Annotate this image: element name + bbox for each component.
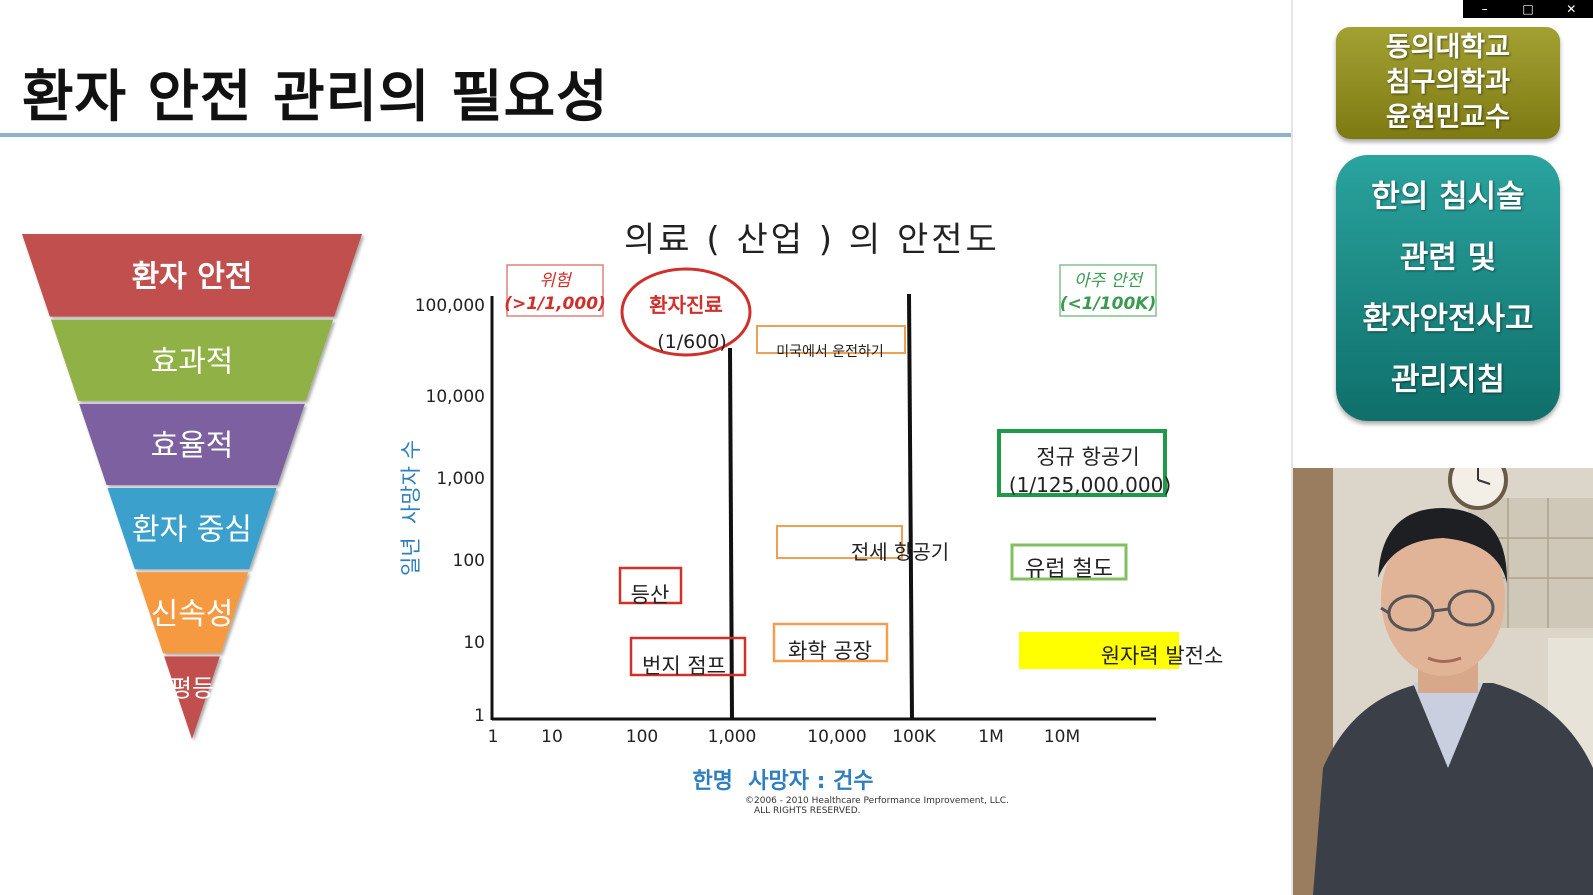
scheduled-airline-box [997,429,1167,497]
funnel-label: 환자 안전 [132,259,253,294]
funnel-label: 환자 중심 [132,513,252,548]
topic-line: 환자안전사고 [1362,301,1534,337]
danger-zone-range: (>1/1,000) [504,294,606,314]
safety-chart: 100,000 10,000 1,000 100 10 1 1 10 100 1… [399,264,1224,816]
funnel-layer [135,572,249,654]
x-tick: 1,000 [708,727,757,747]
funnel-layer [164,656,220,739]
x-tick: 10,000 [807,727,866,747]
y-tick: 10,000 [426,387,485,407]
danger-zone-title: 위험 [539,271,573,291]
x-axis-label: 한명 사망자 : 건수 [692,769,873,794]
safe-zone-box [1059,264,1157,317]
funnel-label: 평등 [170,674,214,702]
y-tick: 100 [453,551,485,571]
danger-zone-box [506,264,604,317]
minimize-icon[interactable]: – [1481,2,1488,16]
us-driving-box [756,325,906,354]
bungee-label: 번지 점프 [642,654,726,678]
title-divider [0,133,1293,137]
patient-care-rate: (1/600) [657,331,727,353]
maximize-icon[interactable]: □ [1522,2,1534,16]
funnel-label: 신속성 [151,597,234,632]
funnel-layer [107,488,277,570]
topic-line: 관리지침 [1390,362,1506,398]
bungee-box [629,636,747,677]
y-axis-label: 일년 사망자 수 [399,440,423,576]
y-tick: 100,000 [415,296,485,316]
x-tick: 1M [978,727,1003,747]
wall-clock-icon [1448,468,1508,510]
chemical-plant-label: 화학 공장 [788,639,872,663]
panel-divider [1291,0,1293,895]
topic-line: 한의 침시술 [1371,179,1525,215]
x-tick: 100K [892,727,936,747]
badge-line: 동의대학교 [1385,32,1511,63]
scheduled-airline-label: 정규 항공기 [1036,445,1139,469]
close-icon[interactable]: ✕ [1566,2,1577,16]
y-tick: 10 [463,633,485,653]
charter-airline-box [776,525,903,559]
x-tick: 100 [626,727,658,747]
hiking-label: 등산 [631,583,670,607]
x-tick: 1 [488,727,499,747]
topic-line: 관련 및 [1399,240,1497,276]
safe-zone-range: (<1/100K) [1060,294,1156,314]
professor-badge: 동의대학교 침구의학과 윤현민교수 [1336,27,1560,139]
badge-line: 침구의학과 [1385,67,1511,98]
scheduled-airline-rate: (1/125,000,000) [1009,473,1171,497]
nuclear-plant-fill [1019,632,1179,669]
badge-line: 윤현민교수 [1385,102,1511,133]
funnel-layer [79,403,305,485]
y-tick: 1 [474,706,485,726]
y-tick: 1,000 [436,469,485,489]
chart-title: 의료 ( 산업 ) 의 안전도 [624,220,1000,260]
x-tick: 10 [541,727,563,747]
us-driving-label: 미국에서 운전하기 [776,344,884,360]
patient-care-ellipse [620,267,752,357]
funnel-label: 효과적 [151,344,234,379]
safe-zone-title: 아주 안전 [1074,271,1144,291]
lecture-topic-badge: 한의 침시술 관련 및 환자안전사고 관리지침 [1336,155,1560,421]
copyright-line-2: ALL RIGHTS RESERVED. [754,806,861,816]
window-controls: – □ ✕ [1463,0,1593,18]
nuclear-plant-label: 원자력 발전소 [1101,644,1224,668]
hiking-box [618,566,683,605]
copyright-line-1: ©2006 - 2010 Healthcare Performance Impr… [745,796,1009,806]
danger-boundary-line [728,347,734,721]
funnel-layer [50,319,334,401]
x-tick: 10M [1044,727,1080,747]
european-rail-label: 유럽 철도 [1025,557,1113,582]
european-rail-box [1010,543,1128,581]
funnel-label: 효율적 [151,428,234,463]
presenter-webcam [1293,468,1593,895]
slide-title: 환자 안전 관리의 필요성 [22,65,609,130]
funnel-layer [22,234,362,317]
chemical-plant-box [772,622,889,663]
patient-care-label: 환자진료 [649,293,723,317]
charter-airline-label: 전세 항공기 [851,540,949,564]
safe-boundary-line [907,293,914,721]
